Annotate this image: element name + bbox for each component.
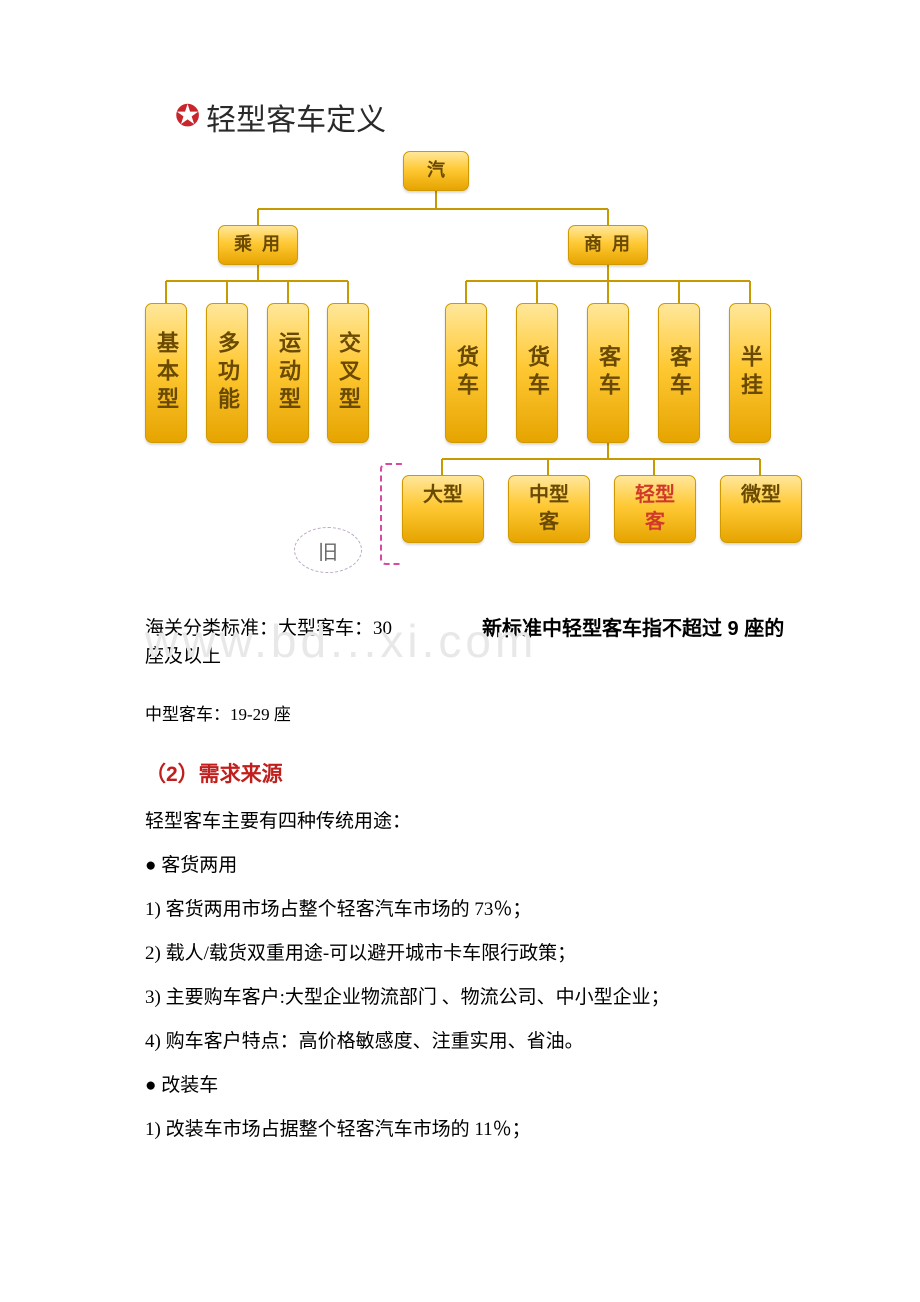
caption-block: 海关分类标准：大型客车：30 座及以上 新标准中轻型客车指不超过 9 座的 中型… <box>145 615 805 725</box>
bus-type-light-label: 轻型客 <box>635 484 675 533</box>
tree-leaf-bus1: 客车 <box>587 303 629 443</box>
bus-type-medium: 中型客 <box>508 475 590 543</box>
tree-leaf-mpv: 多功能 <box>206 303 248 443</box>
use1-item-3: 3) 主要购车客户:大型企业物流部门 、物流公司、中小型企业； <box>145 976 785 1020</box>
use2-item-1: 1) 改装车市场占据整个轻客汽车市场的 11％； <box>145 1108 785 1152</box>
cloud-label-old: 旧 <box>294 527 362 573</box>
page-title-row: ✪ 轻型客车定义 <box>175 95 920 139</box>
tree-leaf-semitrailer: 半挂 <box>729 303 771 443</box>
tree-leaf-truck2: 货车 <box>516 303 558 443</box>
caption-midbus: 中型客车：19-29 座 <box>145 700 805 725</box>
caption-left-line1: 海关分类标准：大型客车：30 <box>145 618 392 639</box>
tree-leaf-cross: 交叉型 <box>327 303 369 443</box>
use1-item-4: 4) 购车客户特点：高价格敏感度、注重实用、省油。 <box>145 1020 785 1064</box>
tree-node-commercial: 商用 <box>568 225 648 265</box>
use1-item-2: 2) 载人/载货双重用途-可以避开城市卡车限行政策； <box>145 932 785 976</box>
tree-diagram: 汽 乘用 商用 基本型 多功能 运动型 交叉型 货车 货车 客车 客车 半挂 大… <box>130 147 890 567</box>
bus-selection-outline <box>380 463 402 565</box>
caption-left-line2: 座及以上 <box>145 646 221 667</box>
section-heading-2: （2）需求来源 <box>145 751 785 800</box>
caption-left: 海关分类标准：大型客车：30 座及以上 <box>145 615 482 670</box>
use1-item-1: 1) 客货两用市场占整个轻客汽车市场的 73％； <box>145 888 785 932</box>
tree-leaf-basic: 基本型 <box>145 303 187 443</box>
bus-type-mini: 微型 <box>720 475 802 543</box>
page-title: 轻型客车定义 <box>206 95 386 139</box>
use1-title: ● 客货两用 <box>145 844 785 888</box>
section-intro: 轻型客车主要有四种传统用途： <box>145 800 785 844</box>
tree-root: 汽 <box>403 151 469 191</box>
tree-leaf-truck1: 货车 <box>445 303 487 443</box>
body-text: （2）需求来源 轻型客车主要有四种传统用途： ● 客货两用 1) 客货两用市场占… <box>145 751 785 1152</box>
bus-type-light: 轻型客 <box>614 475 696 543</box>
caption-right: 新标准中轻型客车指不超过 9 座的 <box>482 615 784 644</box>
tree-leaf-bus2: 客车 <box>658 303 700 443</box>
star-icon: ✪ <box>175 102 200 132</box>
bus-type-large: 大型 <box>402 475 484 543</box>
tree-node-passenger: 乘用 <box>218 225 298 265</box>
use2-title: ● 改装车 <box>145 1064 785 1108</box>
tree-leaf-sport: 运动型 <box>267 303 309 443</box>
